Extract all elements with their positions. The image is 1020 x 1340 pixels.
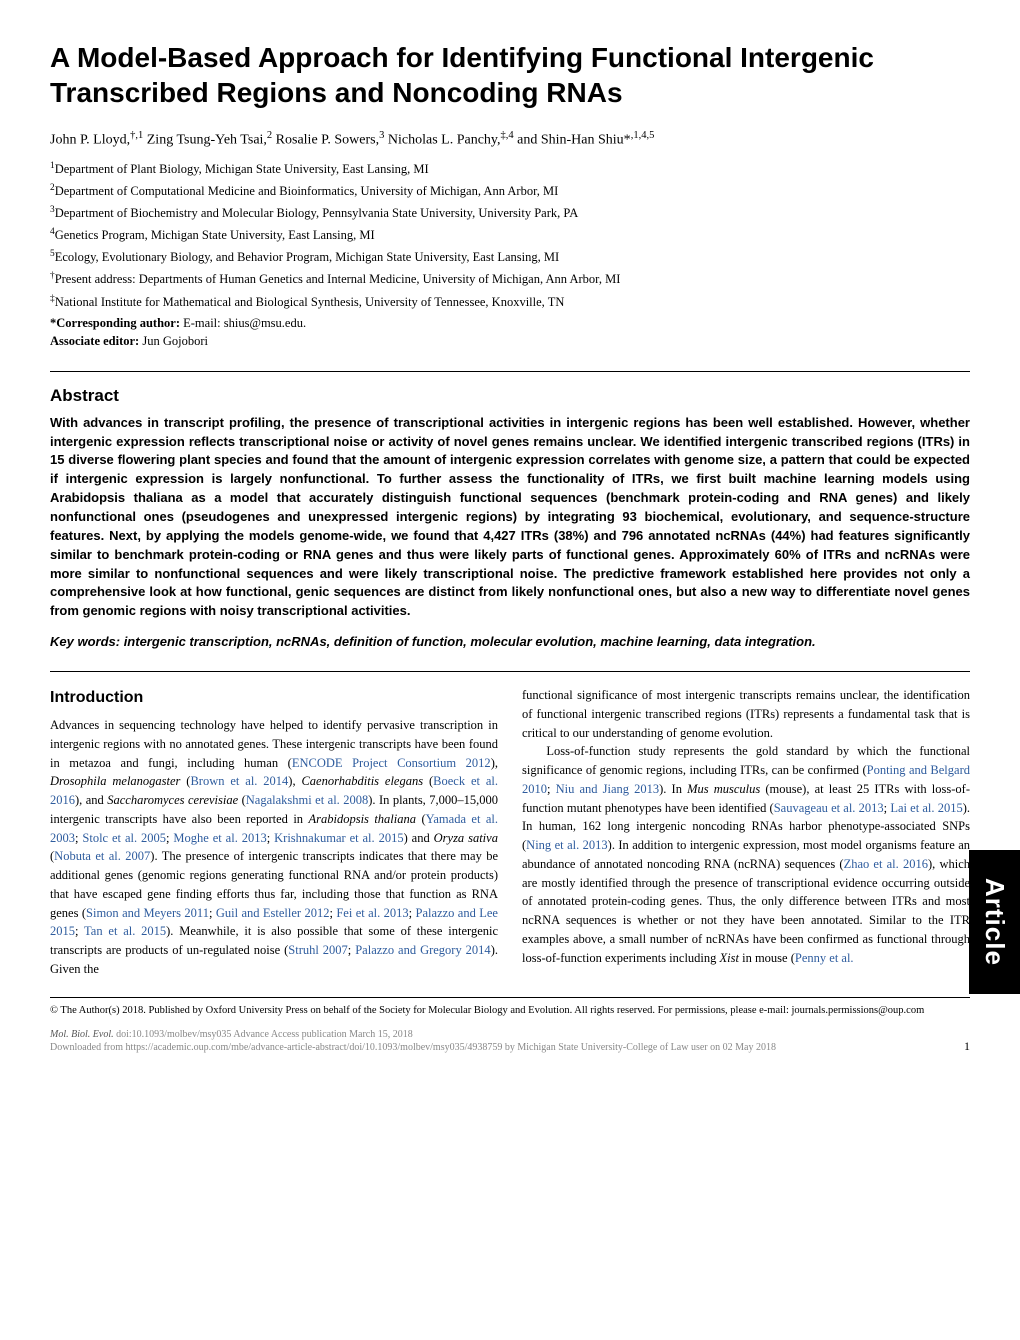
page-number: 1: [964, 1039, 970, 1054]
affiliation: †Present address: Departments of Human G…: [50, 269, 970, 289]
copyright-notice: © The Author(s) 2018. Published by Oxfor…: [50, 997, 970, 1019]
affiliation: 4Genetics Program, Michigan State Univer…: [50, 225, 970, 245]
left-column: Introduction Advances in sequencing tech…: [50, 686, 498, 979]
affiliation: 2Department of Computational Medicine an…: [50, 181, 970, 201]
corresponding-label: *Corresponding author:: [50, 316, 180, 330]
divider: [50, 671, 970, 672]
intro-paragraph-left: Advances in sequencing technology have h…: [50, 716, 498, 979]
affiliations-block: 1Department of Plant Biology, Michigan S…: [50, 159, 970, 312]
author-line: John P. Lloyd,†,1 Zing Tsung-Yeh Tsai,2 …: [50, 128, 970, 151]
introduction-heading: Introduction: [50, 686, 498, 710]
keywords-text: intergenic transcription, ncRNAs, defini…: [120, 634, 816, 649]
keywords: Key words: intergenic transcription, ncR…: [50, 633, 970, 651]
affiliation: ‡National Institute for Mathematical and…: [50, 292, 970, 312]
abstract-heading: Abstract: [50, 386, 970, 406]
access-text: Advance Access publication March 15, 201…: [233, 1029, 412, 1040]
abstract-text: With advances in transcript profiling, t…: [50, 414, 970, 621]
intro-paragraph-right: functional significance of most intergen…: [522, 686, 970, 967]
affiliation: 5Ecology, Evolutionary Biology, and Beha…: [50, 247, 970, 267]
article-tab: Article: [969, 850, 1020, 994]
corresponding-email: E-mail: shius@msu.edu.: [180, 316, 306, 330]
affiliation: 3Department of Biochemistry and Molecula…: [50, 203, 970, 223]
doi-text: doi:10.1093/molbev/msy035: [114, 1029, 234, 1040]
associate-editor: Associate editor: Jun Gojobori: [50, 334, 970, 349]
assoc-editor-label: Associate editor:: [50, 334, 139, 348]
footer-citation: Mol. Biol. Evol. doi:10.1093/molbev/msy0…: [50, 1028, 970, 1054]
affiliation: 1Department of Plant Biology, Michigan S…: [50, 159, 970, 179]
download-info: Downloaded from https://academic.oup.com…: [50, 1042, 776, 1053]
corresponding-author: *Corresponding author: E-mail: shius@msu…: [50, 316, 970, 331]
body-columns: Introduction Advances in sequencing tech…: [50, 686, 970, 979]
divider: [50, 371, 970, 372]
journal-name: Mol. Biol. Evol.: [50, 1029, 114, 1040]
article-title: A Model-Based Approach for Identifying F…: [50, 40, 970, 110]
assoc-editor-name: Jun Gojobori: [139, 334, 208, 348]
right-column: functional significance of most intergen…: [522, 686, 970, 979]
keywords-label: Key words:: [50, 634, 120, 649]
